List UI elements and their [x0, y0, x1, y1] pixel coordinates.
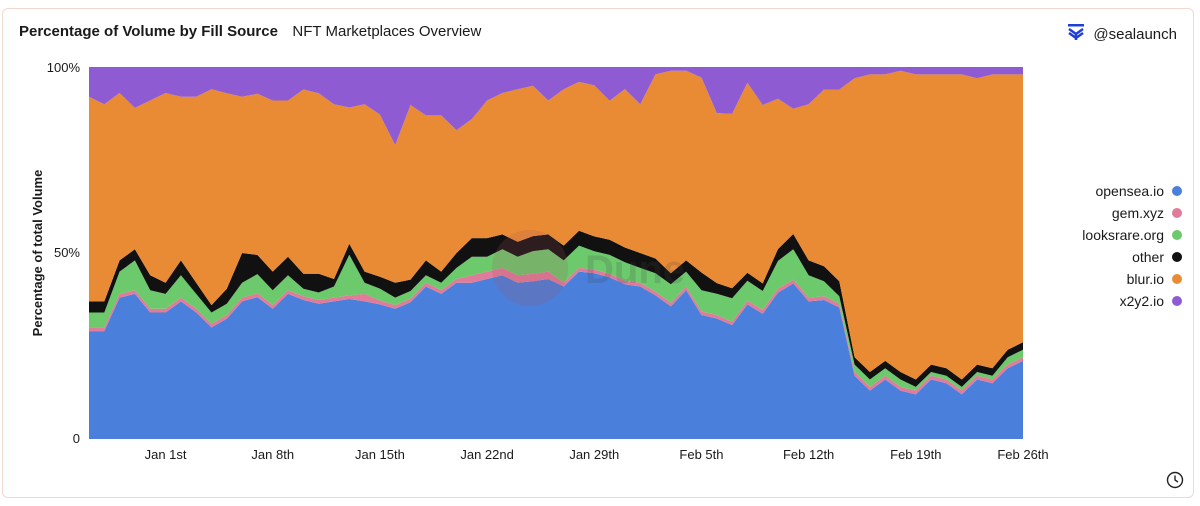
- brand-handle[interactable]: @sealaunch: [1093, 26, 1177, 43]
- area-layers: [89, 67, 1023, 439]
- legend-label: gem.xyz: [1111, 205, 1164, 221]
- x-tick-label: Feb 12th: [783, 447, 834, 462]
- x-tick-label: Jan 22nd: [460, 447, 514, 462]
- dune-watermark: Dune: [492, 230, 685, 306]
- legend-item-other[interactable]: other: [1082, 246, 1182, 268]
- area-blur-io[interactable]: [89, 70, 1023, 380]
- clock-icon[interactable]: [1166, 471, 1184, 494]
- area-other[interactable]: [89, 230, 1023, 387]
- chart-legend: opensea.io gem.xyz looksrare.org other blur.…: [1082, 180, 1182, 312]
- y-tick-label: 100%: [47, 60, 81, 75]
- legend-item-blur-io[interactable]: blur.io: [1082, 268, 1182, 290]
- area-looksrare-org[interactable]: [89, 245, 1023, 391]
- legend-swatch: [1172, 296, 1182, 306]
- legend-swatch: [1172, 186, 1182, 196]
- x-tick-label: Jan 15th: [355, 447, 405, 462]
- legend-swatch: [1172, 274, 1182, 284]
- x-tick-label: Jan 8th: [251, 447, 294, 462]
- y-tick-label: 50%: [54, 245, 80, 260]
- x-tick-label: Feb 5th: [679, 447, 723, 462]
- legend-label: other: [1132, 249, 1164, 265]
- x-tick-label: Feb 26th: [997, 447, 1048, 462]
- x-axis: Jan 1st Jan 8th Jan 15th Jan 22nd Jan 29th Fe…: [145, 447, 1049, 462]
- x-tick-label: Jan 1st: [145, 447, 187, 462]
- legend-swatch: [1172, 230, 1182, 240]
- chart-header: Percentage of Volume by Fill Source NFT …: [19, 23, 1177, 47]
- watermark-text: Dune: [585, 248, 685, 292]
- area-gem-xyz[interactable]: [89, 267, 1023, 395]
- legend-item-gem-xyz[interactable]: gem.xyz: [1082, 202, 1182, 224]
- legend-label: looksrare.org: [1082, 227, 1164, 243]
- y-axis-label: Percentage of total Volume: [30, 170, 45, 337]
- legend-label: x2y2.io: [1119, 293, 1164, 309]
- chart-title: Percentage of Volume by Fill Source: [19, 23, 278, 40]
- sealaunch-logo-icon: [1067, 23, 1085, 46]
- brand[interactable]: @sealaunch: [1067, 23, 1177, 46]
- legend-swatch: [1172, 252, 1182, 262]
- legend-label: blur.io: [1126, 271, 1164, 287]
- y-tick-label: 0: [73, 431, 80, 446]
- x-tick-label: Jan 29th: [569, 447, 619, 462]
- legend-swatch: [1172, 208, 1182, 218]
- legend-item-looksrare-org[interactable]: looksrare.org: [1082, 224, 1182, 246]
- legend-label: opensea.io: [1095, 183, 1164, 199]
- area-x2y2-io[interactable]: [89, 67, 1023, 146]
- legend-item-opensea-io[interactable]: opensea.io: [1082, 180, 1182, 202]
- legend-item-x2y2-io[interactable]: x2y2.io: [1082, 290, 1182, 312]
- area-opensea-io[interactable]: [89, 271, 1023, 439]
- x-tick-label: Feb 19th: [890, 447, 941, 462]
- chart-subtitle: NFT Marketplaces Overview: [292, 23, 482, 40]
- y-axis: 0 50% 100%: [47, 60, 81, 446]
